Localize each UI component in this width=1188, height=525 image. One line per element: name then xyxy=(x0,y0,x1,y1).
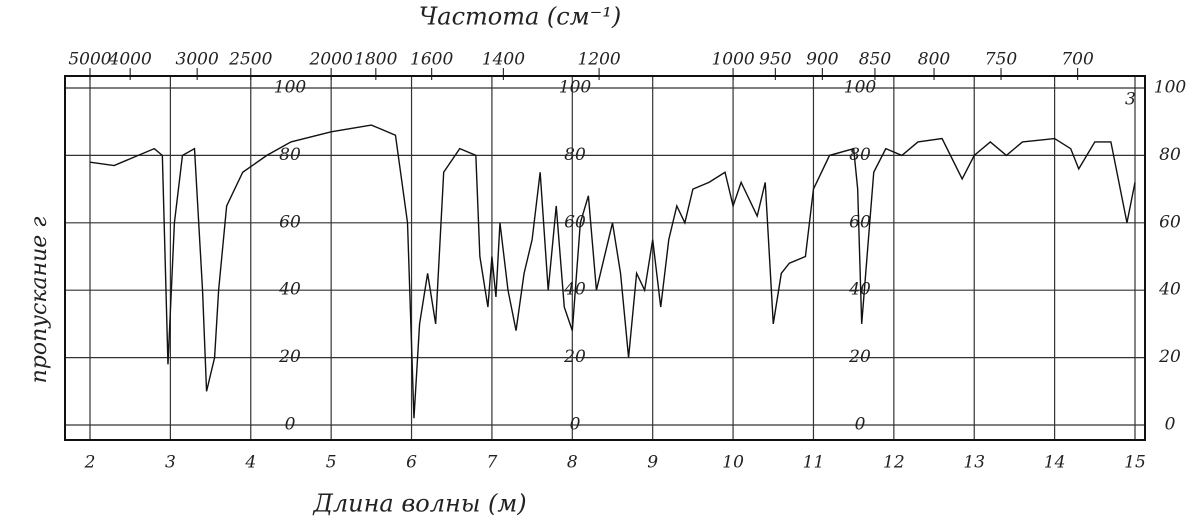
y-tick-label: 80 xyxy=(1159,145,1181,165)
x-axis-title: Длина волны (м) xyxy=(312,490,526,518)
y-tick-label: 40 xyxy=(848,280,871,300)
top-tick-label: 4000 xyxy=(108,50,152,70)
top-tick-label: 850 xyxy=(859,50,892,70)
y-tick-label: 0 xyxy=(1165,415,1176,435)
y-tick-label: 100 xyxy=(274,78,307,98)
top-tick-label: 2000 xyxy=(309,50,353,70)
y-tick-label: 60 xyxy=(279,212,301,232)
x-tick-label: 9 xyxy=(647,453,658,473)
top-tick-label: 1600 xyxy=(410,50,453,70)
top-tick-label: 700 xyxy=(1061,50,1094,70)
top-tick-label: 1800 xyxy=(354,50,397,70)
top-tick-label: 3000 xyxy=(176,50,219,70)
y-tick-label: 100 xyxy=(1154,78,1187,98)
y-tick-label: 80 xyxy=(564,145,586,165)
x-tick-label: 10 xyxy=(722,453,744,473)
y-tick-label: 100 xyxy=(844,78,877,98)
y-tick-label: 20 xyxy=(278,347,301,367)
y-tick-label: 20 xyxy=(563,347,586,367)
top-tick-label: 900 xyxy=(806,50,839,70)
x-tick-label: 14 xyxy=(1044,453,1066,473)
annotation: 3 xyxy=(1125,90,1136,110)
y-tick-label: 100 xyxy=(559,78,592,98)
y-tick-label: 0 xyxy=(570,415,581,435)
x-tick-label: 5 xyxy=(326,453,337,473)
top-tick-label: 950 xyxy=(759,50,792,70)
x-tick-label: 15 xyxy=(1124,453,1146,473)
y-tick-label: 0 xyxy=(285,415,296,435)
x-tick-label: 2 xyxy=(84,453,96,473)
y-tick-label: 20 xyxy=(848,347,871,367)
x-tick-label: 13 xyxy=(963,453,985,473)
spectrum-line xyxy=(89,124,1136,419)
x-tick-label: 3 xyxy=(165,453,176,473)
top-tick-label: 1400 xyxy=(482,50,525,70)
x-tick-label: 4 xyxy=(244,453,256,473)
top-tick-label: 1000 xyxy=(711,50,754,70)
top-tick-label: 750 xyxy=(985,50,1018,70)
plot-frame xyxy=(64,75,1146,441)
x-tick-label: 12 xyxy=(883,453,905,473)
y-tick-label: 60 xyxy=(1159,212,1181,232)
top-tick-label: 2500 xyxy=(228,50,272,70)
x-tick-label: 6 xyxy=(406,453,417,473)
y-tick-label: 80 xyxy=(279,145,301,165)
y-axis-title: пропускание г xyxy=(27,217,52,384)
y-tick-label: 40 xyxy=(278,280,301,300)
y-tick-label: 80 xyxy=(849,145,871,165)
top-tick-label: 5000 xyxy=(68,50,111,70)
x-tick-label: 8 xyxy=(567,453,578,473)
y-tick-label: 40 xyxy=(563,280,586,300)
x-tick-label: 7 xyxy=(487,453,498,473)
top-tick-label: 1200 xyxy=(577,50,620,70)
x-tick-label: 11 xyxy=(803,453,825,473)
top-tick-label: 800 xyxy=(918,50,951,70)
y-tick-label: 0 xyxy=(855,415,866,435)
y-tick-label: 40 xyxy=(1158,280,1181,300)
y-tick-label: 20 xyxy=(1158,347,1181,367)
top-axis-title: Частота (см⁻¹) xyxy=(419,3,622,31)
y-tick-label: 60 xyxy=(849,212,871,232)
